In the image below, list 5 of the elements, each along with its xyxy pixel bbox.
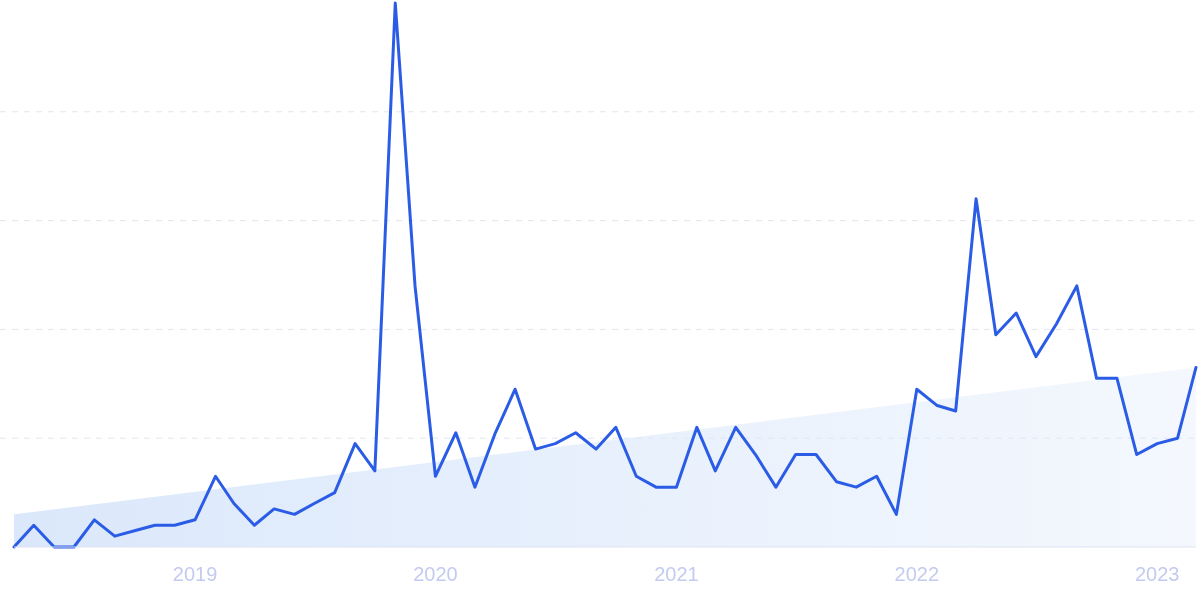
x-tick-label: 2023 xyxy=(1134,563,1180,585)
x-tick-label: 2020 xyxy=(413,563,458,585)
x-tick-label: 2021 xyxy=(654,563,699,585)
x-tick-label: 2019 xyxy=(172,563,218,585)
x-tick-label: 2022 xyxy=(894,563,940,585)
